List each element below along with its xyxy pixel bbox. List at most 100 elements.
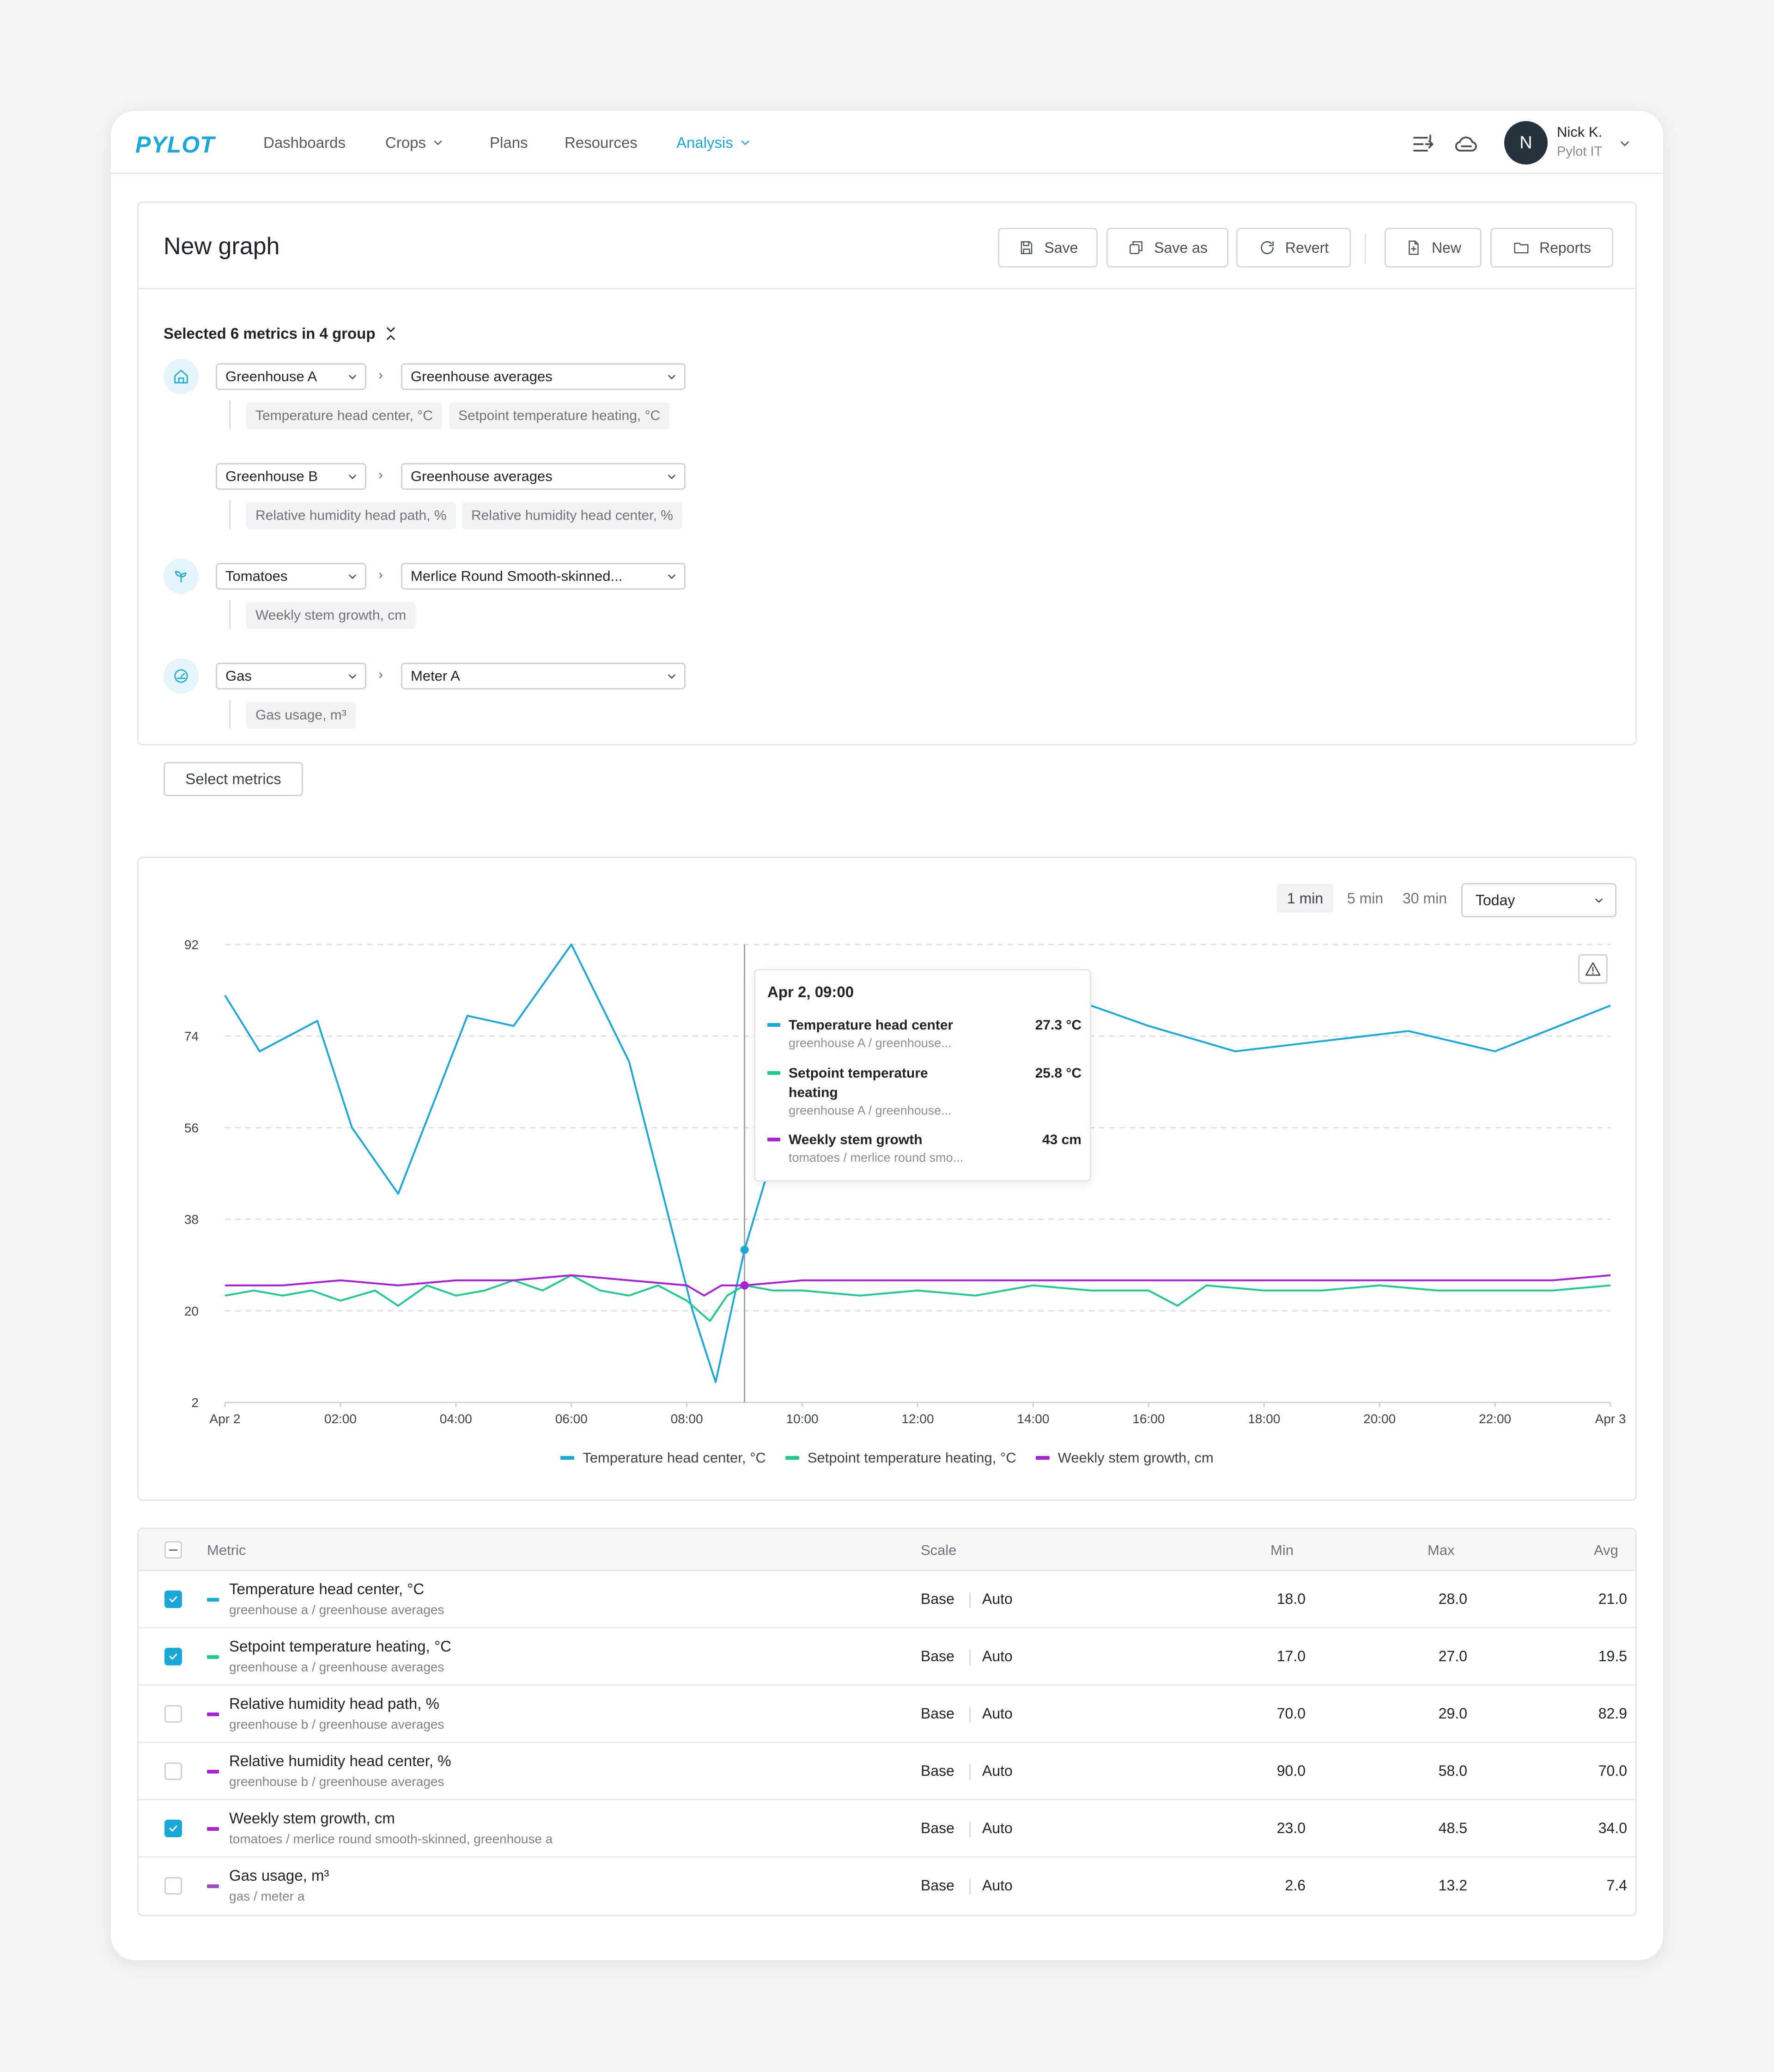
metric-max: 27.0: [1438, 1648, 1467, 1664]
table-row[interactable]: Relative humidity head center, % greenhou…: [139, 1743, 1635, 1800]
header-max[interactable]: Max: [1428, 1542, 1455, 1558]
check-icon: [169, 1825, 177, 1832]
metric-tag: Gas usage, m³: [246, 702, 356, 729]
tooltip-series-path: greenhouse A / greenhouse...: [789, 1103, 952, 1117]
scale-divider: [969, 1822, 971, 1837]
metric-avg: 34.0: [1598, 1820, 1627, 1836]
legend-item[interactable]: Weekly stem growth, cm: [1035, 1450, 1214, 1466]
cloud-icon[interactable]: [1453, 131, 1479, 157]
scale-base[interactable]: Base: [921, 1705, 954, 1722]
x-tick-label: 08:00: [671, 1412, 703, 1426]
revert-button[interactable]: Revert: [1236, 228, 1351, 268]
group-4-source-dropdown[interactable]: Gas: [216, 663, 366, 689]
table-row[interactable]: Relative humidity head path, % greenhouse…: [139, 1686, 1635, 1743]
tooltip-swatch: [767, 1138, 780, 1141]
scale-auto[interactable]: Auto: [982, 1762, 1013, 1779]
chart-axes: 92 74 56 38 20 2 Apr 2 02:00 04:00 06:00 08:00 10:0…: [184, 938, 1626, 1426]
date-range-dropdown[interactable]: Today: [1461, 883, 1616, 917]
scale-auto[interactable]: Auto: [982, 1648, 1013, 1664]
chevron-down-icon: [668, 375, 675, 379]
metric-name: Temperature head center, °C: [229, 1580, 425, 1597]
header-metric[interactable]: Metric: [207, 1542, 246, 1558]
x-tick-label: 12:00: [901, 1412, 934, 1426]
legend-item[interactable]: Setpoint temperature heating, °C: [785, 1450, 1016, 1466]
header-avg[interactable]: Avg: [1594, 1542, 1618, 1558]
metric-tag: Temperature head center, °C: [246, 402, 442, 429]
table-row[interactable]: Gas usage, m³ gas / meter a Base Auto 2.6 13.…: [139, 1858, 1635, 1915]
copy-icon: [1130, 241, 1143, 254]
nav-plans[interactable]: Plans: [490, 134, 528, 152]
nav-resources[interactable]: Resources: [565, 134, 638, 152]
metric-color-swatch: [207, 1655, 219, 1659]
header-scale[interactable]: Scale: [921, 1542, 957, 1558]
warning-button[interactable]: [1578, 954, 1608, 984]
metric-avg: 19.5: [1598, 1648, 1627, 1664]
metric-min: 70.0: [1276, 1705, 1306, 1722]
scale-base[interactable]: Base: [921, 1877, 954, 1894]
filter-sliders-icon[interactable]: [1411, 131, 1437, 157]
row-checkbox[interactable]: [164, 1648, 182, 1665]
selection-summary[interactable]: Selected 6 metrics in 4 group: [164, 325, 398, 342]
row-checkbox[interactable]: [164, 1705, 182, 1723]
warning-triangle-icon: [1585, 962, 1601, 976]
group-4-target-dropdown[interactable]: Meter A: [401, 663, 686, 689]
save-as-button-label: Save as: [1154, 239, 1208, 256]
save-as-button[interactable]: Save as: [1106, 228, 1228, 268]
metric-min: 2.6: [1285, 1877, 1306, 1894]
reports-button[interactable]: Reports: [1490, 228, 1613, 268]
group-2-source-dropdown[interactable]: Greenhouse B: [216, 463, 366, 490]
scale-auto[interactable]: Auto: [982, 1591, 1013, 1607]
scale-auto[interactable]: Auto: [982, 1705, 1013, 1722]
row-checkbox[interactable]: [164, 1591, 182, 1608]
new-button[interactable]: New: [1385, 228, 1482, 268]
group-1-target-dropdown[interactable]: Greenhouse averages: [401, 363, 686, 390]
y-tick-label: 92: [184, 938, 199, 952]
resolution-1min-button[interactable]: 1 min: [1277, 884, 1333, 913]
x-tick-label: 06:00: [555, 1412, 588, 1426]
table-row[interactable]: Setpoint temperature heating, °C greenhou…: [139, 1628, 1635, 1686]
metric-path: greenhouse b / greenhouse averages: [229, 1717, 444, 1731]
scale-base[interactable]: Base: [921, 1820, 954, 1836]
toolbar-divider: [1365, 233, 1366, 264]
table-row[interactable]: Temperature head center, °C greenhouse a …: [139, 1571, 1635, 1628]
nav-dashboards[interactable]: Dashboards: [263, 134, 346, 152]
scale-auto[interactable]: Auto: [982, 1877, 1013, 1894]
user-avatar[interactable]: N: [1504, 121, 1548, 165]
group-1-source-dropdown[interactable]: Greenhouse A: [216, 363, 366, 390]
group-3-source-dropdown[interactable]: Tomatoes: [216, 563, 366, 590]
select-all-checkbox[interactable]: [164, 1541, 182, 1559]
scale-base[interactable]: Base: [921, 1648, 954, 1664]
legend-label: Temperature head center, °C: [583, 1450, 766, 1466]
header-min[interactable]: Min: [1270, 1542, 1294, 1558]
table-row[interactable]: Weekly stem growth, cm tomatoes / merlice…: [139, 1800, 1635, 1858]
metric-name: Relative humidity head path, %: [229, 1695, 439, 1712]
metric-path: greenhouse a / greenhouse averages: [229, 1603, 444, 1617]
chevron-down-icon: [349, 475, 356, 479]
user-menu-chevron-icon[interactable]: [1618, 137, 1632, 151]
collapse-icon[interactable]: [384, 326, 398, 341]
metric-path: greenhouse a / greenhouse averages: [229, 1660, 444, 1674]
scale-base[interactable]: Base: [921, 1762, 954, 1779]
x-tick-label: 22:00: [1479, 1412, 1511, 1426]
greenhouse-icon: [164, 359, 199, 394]
nav-analysis[interactable]: Analysis: [676, 134, 752, 152]
cursor-point: [740, 1281, 749, 1290]
chevron-right-icon: ›: [378, 667, 383, 682]
row-checkbox[interactable]: [164, 1877, 182, 1895]
row-checkbox[interactable]: [164, 1820, 182, 1837]
select-metrics-button[interactable]: Select metrics: [164, 762, 303, 796]
group-1-source-value: Greenhouse A: [225, 368, 317, 384]
resolution-30min-button[interactable]: 30 min: [1402, 890, 1447, 907]
scale-base[interactable]: Base: [921, 1591, 954, 1607]
scale-auto[interactable]: Auto: [982, 1820, 1013, 1836]
legend-item[interactable]: Temperature head center, °C: [560, 1450, 766, 1466]
save-button[interactable]: Save: [998, 228, 1098, 268]
group-3-target-dropdown[interactable]: Merlice Round Smooth-skinned...: [401, 563, 686, 590]
metric-name: Relative humidity head center, %: [229, 1752, 451, 1769]
group-2-source-value: Greenhouse B: [225, 468, 318, 484]
row-checkbox[interactable]: [164, 1762, 182, 1780]
pylot-logo[interactable]: PYLOT: [135, 132, 215, 158]
nav-crops[interactable]: Crops: [385, 134, 444, 152]
resolution-5min-button[interactable]: 5 min: [1347, 890, 1384, 907]
group-2-target-dropdown[interactable]: Greenhouse averages: [401, 463, 686, 490]
